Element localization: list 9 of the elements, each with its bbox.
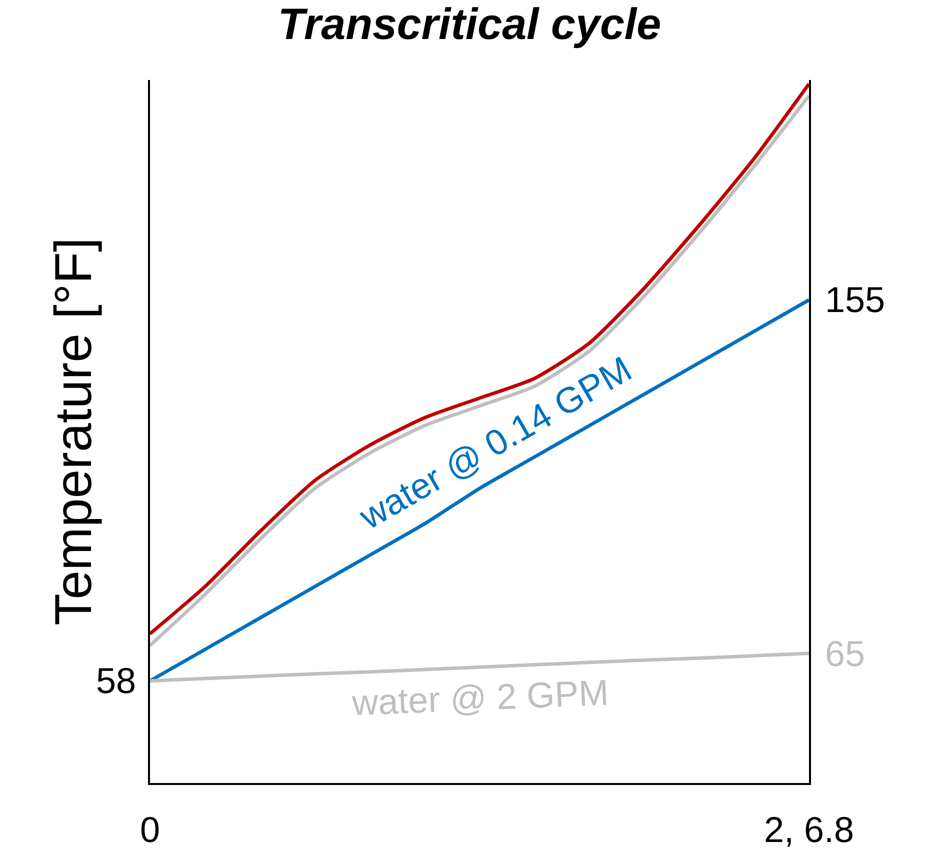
- y-axis-title: Temperature [°F]: [44, 238, 103, 626]
- data-label: 155: [825, 279, 886, 320]
- series-label: water @ 2 GPM: [350, 672, 610, 724]
- x-tick-label: 2, 6.8: [764, 809, 854, 850]
- data-label: 58: [96, 660, 136, 701]
- chart-title: Transcritical cycle: [278, 0, 662, 49]
- data-label: 65: [825, 633, 866, 674]
- x-tick-label: 0: [140, 809, 160, 850]
- text: water @ 0.14 GPM: [352, 348, 638, 538]
